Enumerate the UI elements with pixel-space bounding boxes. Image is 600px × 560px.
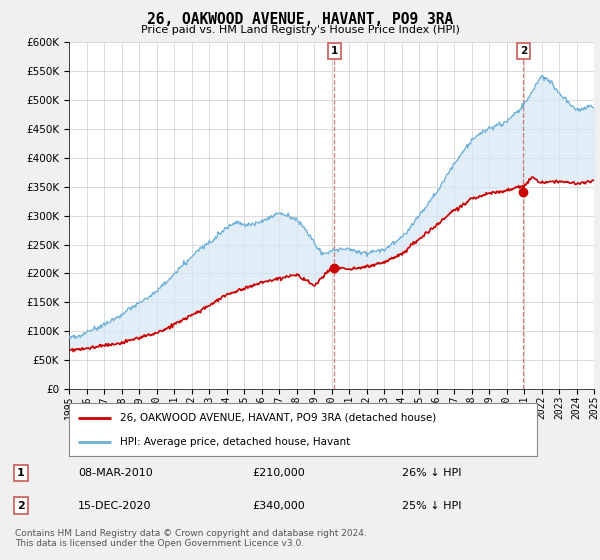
Text: 15-DEC-2020: 15-DEC-2020: [78, 501, 151, 511]
Text: 1: 1: [331, 46, 338, 55]
Text: 26% ↓ HPI: 26% ↓ HPI: [402, 468, 461, 478]
Text: 2: 2: [520, 46, 527, 55]
Text: HPI: Average price, detached house, Havant: HPI: Average price, detached house, Hava…: [121, 437, 351, 447]
Text: £340,000: £340,000: [252, 501, 305, 511]
Text: 08-MAR-2010: 08-MAR-2010: [78, 468, 153, 478]
Text: 26, OAKWOOD AVENUE, HAVANT, PO9 3RA: 26, OAKWOOD AVENUE, HAVANT, PO9 3RA: [147, 12, 453, 27]
Text: 26, OAKWOOD AVENUE, HAVANT, PO9 3RA (detached house): 26, OAKWOOD AVENUE, HAVANT, PO9 3RA (det…: [121, 413, 437, 423]
Text: £210,000: £210,000: [252, 468, 305, 478]
Text: 1: 1: [17, 468, 25, 478]
Text: 2: 2: [17, 501, 25, 511]
Text: 25% ↓ HPI: 25% ↓ HPI: [402, 501, 461, 511]
Text: Price paid vs. HM Land Registry's House Price Index (HPI): Price paid vs. HM Land Registry's House …: [140, 25, 460, 35]
Text: Contains HM Land Registry data © Crown copyright and database right 2024.
This d: Contains HM Land Registry data © Crown c…: [15, 529, 367, 548]
